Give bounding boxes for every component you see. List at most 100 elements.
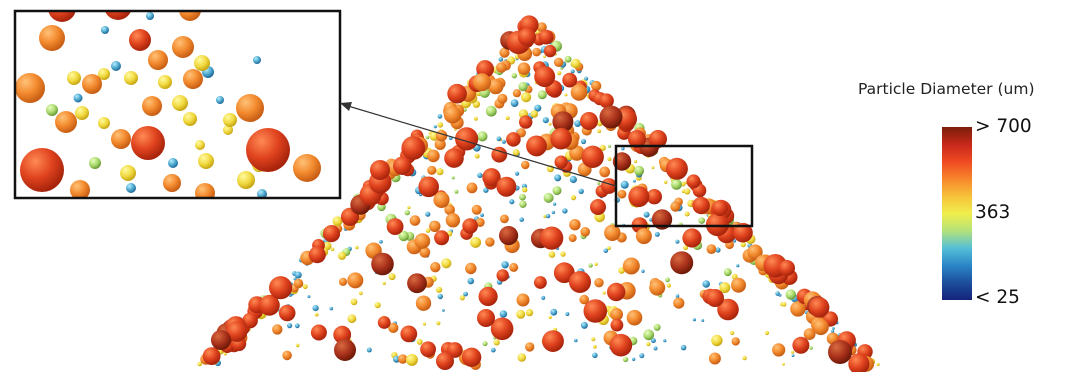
particle (436, 321, 441, 326)
colorbar-min-label: < 25 (975, 287, 1020, 308)
particle (551, 210, 556, 215)
particle (436, 168, 444, 176)
particle (499, 226, 519, 246)
particle (532, 47, 541, 57)
particle (496, 136, 502, 142)
particle (534, 66, 556, 88)
particle (554, 57, 564, 67)
particle (565, 312, 570, 316)
particle (557, 71, 562, 76)
particle (506, 132, 521, 147)
particle (126, 183, 136, 193)
particle (427, 149, 440, 163)
particle (158, 75, 172, 89)
particle (461, 347, 482, 367)
particle (594, 278, 604, 288)
particle (876, 362, 880, 367)
particle (684, 211, 690, 217)
particle (543, 55, 546, 59)
particle (312, 305, 319, 312)
particle (501, 139, 506, 144)
particle (272, 324, 283, 335)
particle (447, 83, 467, 104)
particle (382, 281, 386, 286)
particle (641, 269, 645, 273)
particle (257, 189, 267, 198)
particle (622, 257, 640, 275)
particle (607, 246, 611, 251)
colorbar-gradient (942, 127, 972, 300)
particle (477, 131, 488, 142)
particle (790, 301, 806, 317)
particle (124, 71, 138, 85)
particle (329, 306, 334, 311)
particle (715, 247, 721, 253)
particle (706, 244, 717, 255)
particle (591, 337, 596, 342)
particle (620, 180, 629, 189)
particle (444, 148, 464, 168)
particle (511, 73, 517, 79)
particle (593, 344, 597, 349)
particle (419, 246, 431, 258)
particle (731, 277, 746, 293)
particle (48, 12, 76, 22)
particle (682, 228, 702, 248)
particle (621, 146, 625, 151)
particle (475, 217, 485, 227)
particle (519, 200, 527, 208)
particle (601, 178, 617, 194)
particle (414, 233, 431, 249)
particle (148, 50, 168, 70)
particle (791, 350, 795, 354)
particle (485, 237, 495, 247)
particle (643, 211, 650, 218)
particle (634, 159, 638, 164)
particle (409, 215, 421, 226)
particle (607, 282, 626, 302)
particle (604, 224, 621, 241)
particle (518, 28, 536, 46)
particle (398, 230, 409, 242)
particle (622, 356, 629, 363)
particle (594, 262, 598, 266)
particle (441, 258, 452, 269)
particle (322, 225, 341, 243)
particle (111, 61, 121, 71)
particle (474, 153, 480, 159)
particle (650, 338, 656, 344)
particle (583, 299, 608, 323)
particle (634, 165, 645, 176)
colorbar-max-label: > 700 (975, 116, 1032, 137)
particle (792, 336, 810, 354)
particle (347, 272, 364, 289)
particle (664, 180, 668, 184)
particle (183, 69, 203, 89)
particle (282, 350, 292, 361)
particle (197, 361, 202, 367)
particle (542, 117, 549, 124)
particle (560, 251, 566, 257)
particle (517, 62, 531, 75)
particle (455, 127, 479, 151)
particle (466, 182, 478, 194)
particle (663, 339, 667, 343)
particle (470, 236, 482, 248)
particle (445, 213, 461, 228)
particle (427, 165, 437, 175)
particle (89, 157, 101, 169)
particle (534, 276, 547, 289)
particle (398, 354, 408, 364)
particle (569, 271, 591, 293)
particle (163, 174, 181, 192)
particle (370, 160, 390, 180)
particle (499, 47, 510, 58)
particle (610, 308, 623, 321)
particle (179, 12, 201, 21)
particle (172, 95, 188, 111)
particle (552, 111, 574, 133)
particle (405, 353, 418, 366)
particle (568, 234, 577, 243)
particle (477, 309, 495, 327)
particle (635, 228, 652, 245)
